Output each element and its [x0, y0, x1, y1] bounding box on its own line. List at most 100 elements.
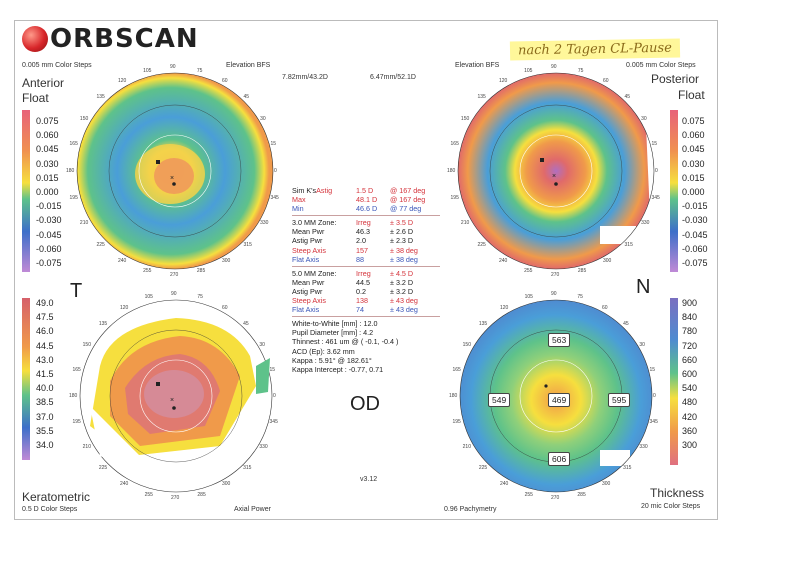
angle-tick-label: 315: [624, 241, 633, 248]
angle-tick-label: 255: [524, 268, 533, 275]
angle-tick-label: 30: [639, 342, 645, 348]
angle-tick-label: 90: [171, 291, 177, 297]
version-label: v3.12: [360, 476, 378, 483]
angle-tick-label: 330: [641, 220, 650, 226]
scale-tick-label: -0.015: [36, 201, 62, 212]
angle-tick-label: 0: [655, 168, 658, 174]
logo-ball-icon: [22, 26, 48, 52]
angle-tick-label: 300: [602, 481, 611, 488]
scale-tick-label: 540: [682, 383, 698, 394]
scale-tick-label: 38.5: [36, 397, 54, 408]
thickness-bottom: 606: [548, 452, 571, 466]
angle-tick-label: 330: [259, 444, 268, 450]
thickness-left: 549: [488, 393, 511, 407]
angle-tick-label: 225: [98, 465, 108, 472]
angle-tick-label: 0: [273, 393, 276, 399]
angle-tick-label: 210: [462, 444, 471, 450]
angle-tick-label: 180: [447, 168, 456, 174]
scale-tick-label: -0.030: [36, 215, 62, 226]
angle-tick-label: 195: [72, 419, 81, 426]
angle-tick-label: 165: [452, 366, 461, 373]
thickness-top: 563: [548, 333, 571, 347]
angle-tick-label: 300: [222, 481, 231, 488]
angle-tick-label: 285: [197, 491, 206, 498]
angle-tick-label: 105: [524, 294, 533, 301]
angle-tick-label: 30: [641, 116, 647, 122]
angle-tick-label: 210: [82, 444, 91, 450]
angle-tick-label: 120: [500, 304, 509, 311]
scale-tick-label: -0.075: [682, 258, 708, 269]
svg-text:×: ×: [552, 173, 556, 180]
scale-tick-label: 44.5: [36, 340, 54, 351]
angle-tick-label: 165: [450, 141, 459, 148]
angle-tick-label: 120: [118, 77, 127, 84]
scale-tick-label: -0.075: [36, 258, 62, 269]
posterior-float-map: ×: [457, 72, 660, 270]
anterior-color-steps: 0.005 mm Color Steps: [22, 62, 92, 69]
scale-tick-label: 34.0: [36, 440, 54, 451]
scale-tick-label: 0.000: [682, 187, 705, 198]
angle-tick-label: 180: [69, 393, 78, 399]
logo-text: ORBSCAN: [50, 24, 199, 54]
pachymetry-map-type: 0.96 Pachymetry: [444, 506, 497, 513]
angle-tick-label: 30: [260, 116, 266, 122]
angle-tick-label: 150: [79, 116, 89, 122]
anterior-scale-labels: 0.075 0.060 0.045 0.030 0.015 0.000 -0.015 -0.0…: [36, 114, 62, 270]
angle-tick-label: 240: [120, 481, 129, 488]
left-color-bar: [22, 110, 30, 460]
anterior-elevation-label: Elevation BFS: [226, 62, 271, 69]
angle-tick-label: 180: [66, 168, 75, 174]
scale-tick-label: 0.045: [36, 144, 59, 155]
scale-tick-label: 49.0: [36, 298, 54, 308]
scale-tick-label: 480: [682, 397, 698, 408]
angle-tick-label: 285: [196, 268, 206, 275]
angle-tick-label: 45: [624, 94, 631, 101]
svg-text:×: ×: [170, 397, 174, 404]
angle-tick-label: 105: [524, 67, 533, 74]
angle-tick-label: 150: [462, 342, 471, 348]
angle-tick-label: 30: [259, 342, 265, 348]
angle-tick-label: 75: [196, 67, 203, 74]
angle-tick-label: 270: [551, 495, 560, 501]
angle-tick-label: 135: [478, 320, 488, 327]
scale-tick-label: 660: [682, 354, 698, 365]
angle-tick-label: 240: [499, 258, 508, 265]
angle-tick-label: 285: [577, 268, 587, 275]
eye-label: OD: [350, 393, 380, 415]
scale-tick-label: -0.030: [682, 215, 708, 226]
angle-tick-label: 105: [144, 294, 153, 301]
scale-tick-label: 0.015: [36, 172, 59, 183]
scale-tick-label: 35.5: [36, 425, 54, 436]
angle-tick-label: 15: [651, 141, 658, 148]
angle-tick-label: 15: [649, 366, 656, 373]
angle-tick-label: 60: [602, 304, 608, 311]
angle-tick-label: 270: [170, 272, 179, 278]
angle-tick-label: 240: [500, 481, 509, 488]
angle-tick-label: 0: [653, 393, 656, 399]
scale-tick-label: -0.060: [682, 243, 708, 254]
scale-tick-label: 0.000: [36, 187, 59, 198]
angle-tick-label: 300: [222, 258, 231, 265]
angle-tick-label: 345: [269, 419, 278, 426]
anterior-bfs-value: 7.82mm/43.2D: [282, 74, 328, 81]
scale-tick-label: 780: [682, 326, 698, 337]
scale-tick-label: -0.060: [36, 243, 62, 254]
posterior-color-steps: 0.005 mm Color Steps: [626, 62, 696, 69]
angle-tick-label: 75: [577, 294, 583, 301]
angle-tick-label: 345: [649, 419, 658, 426]
angle-tick-label: 225: [478, 465, 488, 472]
scale-tick-label: 43.0: [36, 354, 54, 365]
angle-tick-label: 15: [269, 366, 276, 373]
angle-tick-label: 60: [603, 77, 609, 84]
angle-tick-label: 150: [82, 342, 91, 348]
angle-tick-label: 105: [143, 67, 152, 74]
posterior-scale-labels: 0.075 0.060 0.045 0.030 0.015 0.000 -0.015 -0.0…: [682, 114, 708, 270]
keratometric-title: Keratometric: [22, 490, 91, 504]
angle-tick-label: 270: [551, 272, 560, 278]
angle-tick-label: 255: [524, 491, 533, 498]
angle-tick-label: 135: [98, 320, 108, 327]
keratometric-color-steps: 0.5 D Color Steps: [22, 506, 78, 513]
scale-tick-label: 420: [682, 411, 698, 422]
scale-tick-label: 720: [682, 340, 698, 351]
scale-tick-label: 0.060: [36, 130, 59, 141]
